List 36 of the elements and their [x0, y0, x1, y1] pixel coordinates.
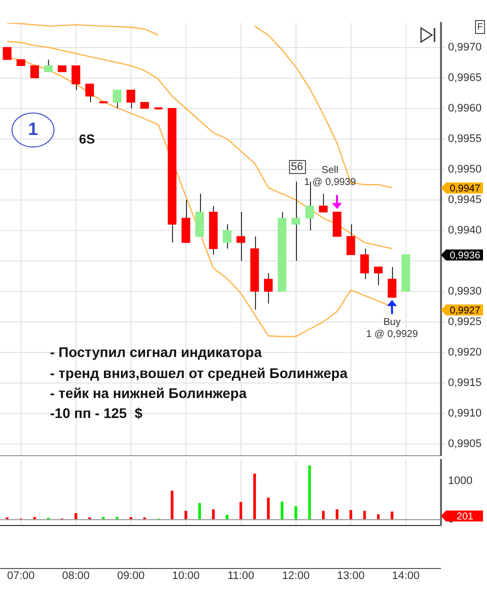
x-tick-label: 11:00: [227, 570, 254, 582]
y-tick-label: 0,9940: [448, 224, 482, 236]
text: F: [477, 21, 484, 32]
x-tick-label: 07:00: [7, 570, 35, 582]
y-tick-label: 0,9960: [448, 102, 482, 114]
y-tick-label: 0,9930: [448, 285, 482, 298]
text: 201: [456, 511, 474, 522]
y-tick-label: 0,9950: [448, 163, 482, 176]
x-tick-label: 13:00: [337, 570, 365, 582]
annotation: Sell 1 @ 0,9939: [304, 164, 356, 188]
y-tick-label: 0,9925: [448, 316, 482, 328]
y-tick-label: 0,9955: [448, 132, 482, 145]
annotation: Buy 1 @ 0,9929: [366, 316, 418, 340]
annotation: -10 пп - 125 $: [50, 404, 143, 421]
annotation: 6S: [79, 132, 96, 147]
y-tick-label: 1000: [448, 474, 472, 487]
y-tick-label: 0,9915: [448, 376, 482, 389]
x-tick-label: 08:00: [62, 570, 90, 582]
y-tick-label: 0,9945: [448, 194, 482, 206]
y-tick-label: 0,9905: [448, 438, 482, 450]
annotation: 56: [290, 161, 304, 174]
text: 0,9947: [450, 183, 481, 194]
y-tick-label: 0,9970: [448, 41, 482, 54]
text: 0,9927: [450, 305, 481, 316]
y-tick-label: 0,9910: [448, 407, 482, 420]
x-tick-label: 09:00: [117, 570, 145, 582]
annotation: 1: [28, 118, 38, 139]
annotation: - Поступил сигнал индикатора: [50, 344, 262, 360]
annotation: - тейк на нижней Болинжера: [50, 384, 247, 401]
y-tick-label: 0,9965: [448, 72, 482, 84]
x-tick-label: 10:00: [172, 570, 200, 582]
text: 0,9936: [450, 250, 481, 262]
x-tick-label: 12:00: [282, 570, 310, 582]
y-tick-label: 0,9920: [448, 346, 482, 358]
x-tick-label: 14:00: [392, 570, 420, 582]
annotation: - тренд вниз,вошел от средней Болинжера: [50, 364, 348, 381]
